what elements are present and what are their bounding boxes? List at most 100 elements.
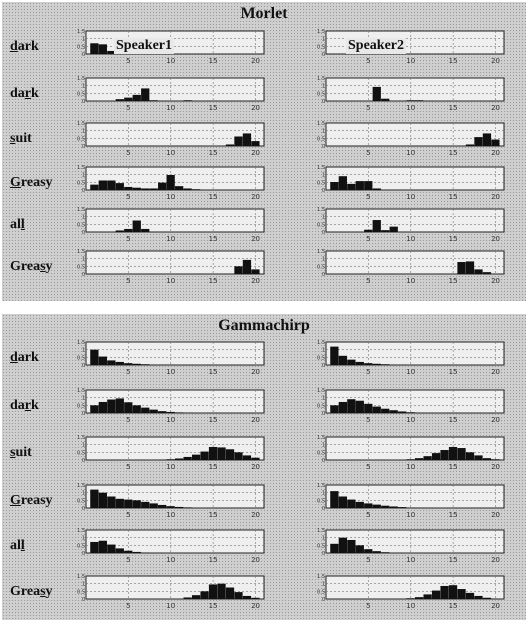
histogram-bar bbox=[482, 458, 492, 460]
x-tick-label: 20 bbox=[251, 602, 260, 610]
histogram-bar bbox=[183, 100, 192, 101]
x-tick-label: 15 bbox=[209, 463, 218, 471]
histogram-bar bbox=[465, 452, 475, 460]
histogram-bar bbox=[347, 399, 356, 413]
y-tick-label: 0.5 bbox=[77, 403, 85, 409]
histogram-bar bbox=[124, 228, 133, 232]
x-tick-label: 10 bbox=[406, 511, 415, 519]
y-tick-label: 1.5 bbox=[317, 388, 325, 394]
y-tick-label: 0 bbox=[322, 230, 325, 236]
x-tick-label: 15 bbox=[209, 277, 218, 285]
histogram-plot: 5 10 15 20 0 0.51 1.5 bbox=[77, 388, 265, 424]
histogram-bar bbox=[149, 100, 158, 101]
histogram-bar bbox=[191, 189, 201, 190]
x-tick-label: 15 bbox=[449, 602, 458, 610]
histogram-plot: 5 10 15 20 0 0.51 1.5 bbox=[77, 165, 265, 201]
x-tick-label: 20 bbox=[491, 556, 500, 564]
y-tick-label: 0 bbox=[322, 144, 325, 150]
y-tick-label: 0.5 bbox=[317, 498, 325, 504]
y-tick-label: 0.5 bbox=[77, 180, 85, 186]
histogram-bar bbox=[98, 492, 107, 508]
histogram-plot: 5 10 15 20 0 0.51 1.5 bbox=[77, 435, 265, 471]
histogram-bar bbox=[98, 401, 107, 413]
histogram-bar bbox=[183, 456, 192, 460]
histogram-bar bbox=[474, 137, 483, 146]
histogram-bar bbox=[107, 360, 116, 365]
y-tick-label: 0 bbox=[322, 99, 325, 105]
histogram-bar bbox=[115, 398, 124, 413]
histogram-plot: 5 10 15 20 0 0.51 1.5 bbox=[77, 249, 265, 285]
histogram-bar bbox=[158, 182, 167, 190]
x-tick-label: 10 bbox=[406, 57, 415, 65]
histogram-bar bbox=[234, 136, 243, 146]
histogram-plot: 5 10 15 20 0 0.51 1.5 bbox=[317, 207, 505, 243]
histogram-bar bbox=[465, 144, 475, 146]
row-label: Greasy bbox=[10, 493, 53, 508]
x-tick-label: 15 bbox=[209, 104, 218, 112]
histogram-bar bbox=[158, 504, 167, 508]
histogram-bar bbox=[381, 98, 390, 101]
histogram-bar bbox=[372, 406, 381, 413]
x-tick-label: 15 bbox=[209, 57, 218, 65]
x-tick-label: 15 bbox=[449, 57, 458, 65]
x-tick-label: 10 bbox=[166, 104, 175, 112]
y-tick-label: 1.5 bbox=[317, 435, 325, 441]
y-tick-label: 0 bbox=[82, 52, 85, 58]
y-tick-label: 1.5 bbox=[317, 483, 325, 489]
plot-frame bbox=[325, 529, 505, 554]
histogram-plot: 5 10 15 20 0 0.51 1.5 bbox=[317, 574, 505, 610]
row-label: dark bbox=[10, 86, 39, 101]
histogram-bar bbox=[330, 346, 339, 365]
histogram-bar bbox=[364, 403, 373, 413]
histogram-bar bbox=[364, 181, 373, 190]
y-tick-label: 0 bbox=[322, 272, 325, 278]
x-tick-label: 5 bbox=[366, 235, 370, 243]
y-tick-label: 0 bbox=[322, 363, 325, 369]
histogram-plot: 5 10 15 20 0 0.51 1.5 bbox=[317, 165, 505, 201]
plot-frame bbox=[85, 341, 265, 366]
x-tick-label: 5 bbox=[126, 57, 130, 65]
histogram-bar bbox=[457, 448, 466, 460]
x-tick-label: 10 bbox=[166, 416, 175, 424]
x-tick-label: 15 bbox=[449, 556, 458, 564]
y-tick-label: 1 bbox=[82, 37, 85, 43]
x-tick-label: 20 bbox=[251, 57, 260, 65]
y-tick-label: 0.5 bbox=[77, 589, 85, 595]
x-tick-label: 20 bbox=[491, 193, 500, 201]
histogram-bar bbox=[183, 507, 192, 508]
row-label: all bbox=[10, 217, 25, 232]
x-tick-label: 5 bbox=[126, 193, 130, 201]
row-label: Greasy bbox=[10, 259, 53, 274]
histogram-bar bbox=[423, 456, 432, 460]
histogram-bar bbox=[183, 188, 192, 190]
histogram-bar bbox=[141, 188, 150, 190]
histogram-plot: 5 10 15 20 0 0.51 1.5 bbox=[77, 207, 265, 243]
histogram-bar bbox=[175, 458, 184, 460]
x-tick-label: 5 bbox=[126, 602, 130, 610]
x-tick-label: 10 bbox=[406, 368, 415, 376]
x-tick-label: 10 bbox=[406, 556, 415, 564]
histogram-bar bbox=[251, 457, 260, 460]
x-tick-label: 5 bbox=[126, 149, 130, 157]
y-tick-label: 1 bbox=[82, 348, 85, 354]
histogram-bar bbox=[115, 99, 124, 101]
y-tick-label: 0 bbox=[82, 551, 85, 557]
y-tick-label: 0.5 bbox=[77, 136, 85, 142]
histogram-bar bbox=[251, 269, 260, 274]
histogram-bar bbox=[166, 411, 175, 413]
y-tick-label: 1.5 bbox=[317, 249, 325, 255]
y-tick-label: 0 bbox=[322, 597, 325, 603]
y-tick-label: 1.5 bbox=[77, 483, 85, 489]
histogram-bar bbox=[141, 501, 150, 508]
histogram-bar bbox=[124, 363, 133, 365]
histogram-bar bbox=[474, 595, 483, 599]
histogram-plot: 5 10 15 20 0 0.51 1.5 bbox=[77, 574, 265, 610]
plot-frame bbox=[325, 341, 505, 366]
y-tick-label: 0.5 bbox=[317, 450, 325, 456]
histogram-bar bbox=[372, 220, 381, 232]
histogram-bar bbox=[389, 226, 398, 232]
x-tick-label: 20 bbox=[251, 368, 260, 376]
y-tick-label: 0.5 bbox=[317, 264, 325, 270]
plot-frame bbox=[85, 122, 265, 147]
